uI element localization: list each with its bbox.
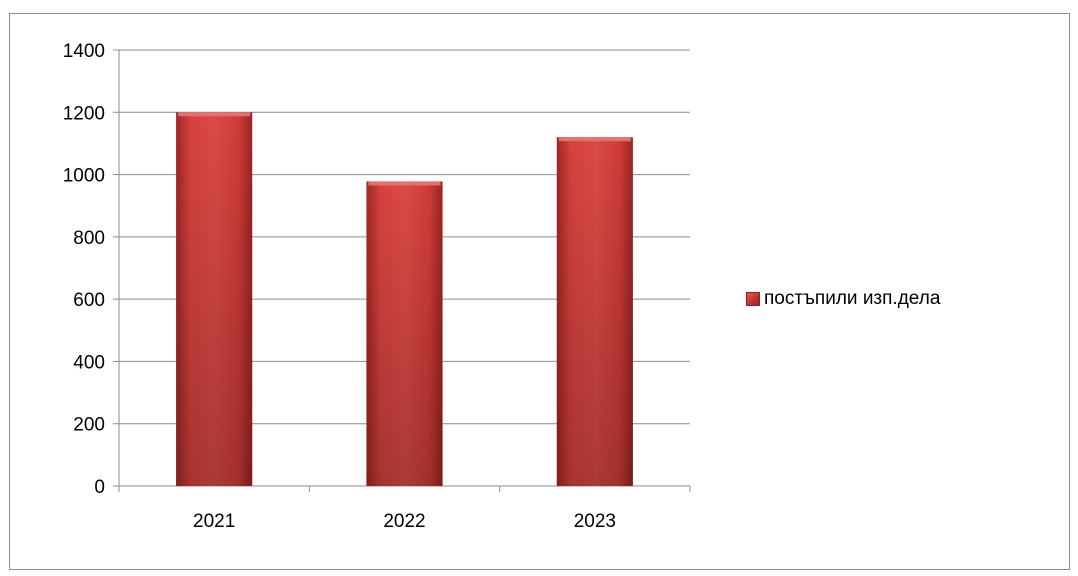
x-tick-label: 2021 [193, 511, 235, 532]
legend-swatch [746, 292, 760, 306]
bar-shade [366, 181, 443, 486]
bar-2021 [176, 112, 253, 487]
legend-label: постъпили изп.дела [764, 288, 941, 309]
legend: постъпили изп.дела [746, 288, 940, 310]
bar-cap [368, 181, 441, 186]
bar-cap [178, 112, 251, 117]
x-tick-label: 2022 [383, 511, 425, 532]
y-tick-label: 600 [73, 290, 105, 311]
y-tick-label: 1200 [63, 103, 105, 124]
bar-shade [556, 137, 633, 486]
bar-2022 [366, 181, 443, 486]
y-tick-label: 800 [73, 228, 105, 249]
bar-cap [558, 137, 631, 142]
x-tick-label: 2023 [574, 511, 616, 532]
y-tick-label: 200 [73, 415, 105, 436]
tick-labels: 0 200 400 600 800 1000 1200 1400 2021 2022 2023 [63, 41, 616, 532]
y-tick-label: 400 [73, 352, 105, 373]
bar-shade [176, 112, 253, 487]
bars [176, 112, 633, 487]
y-tick-label: 1000 [63, 166, 105, 187]
bar-2023 [556, 137, 633, 486]
y-tick-label: 1400 [63, 41, 105, 62]
y-tick-label: 0 [94, 477, 105, 498]
